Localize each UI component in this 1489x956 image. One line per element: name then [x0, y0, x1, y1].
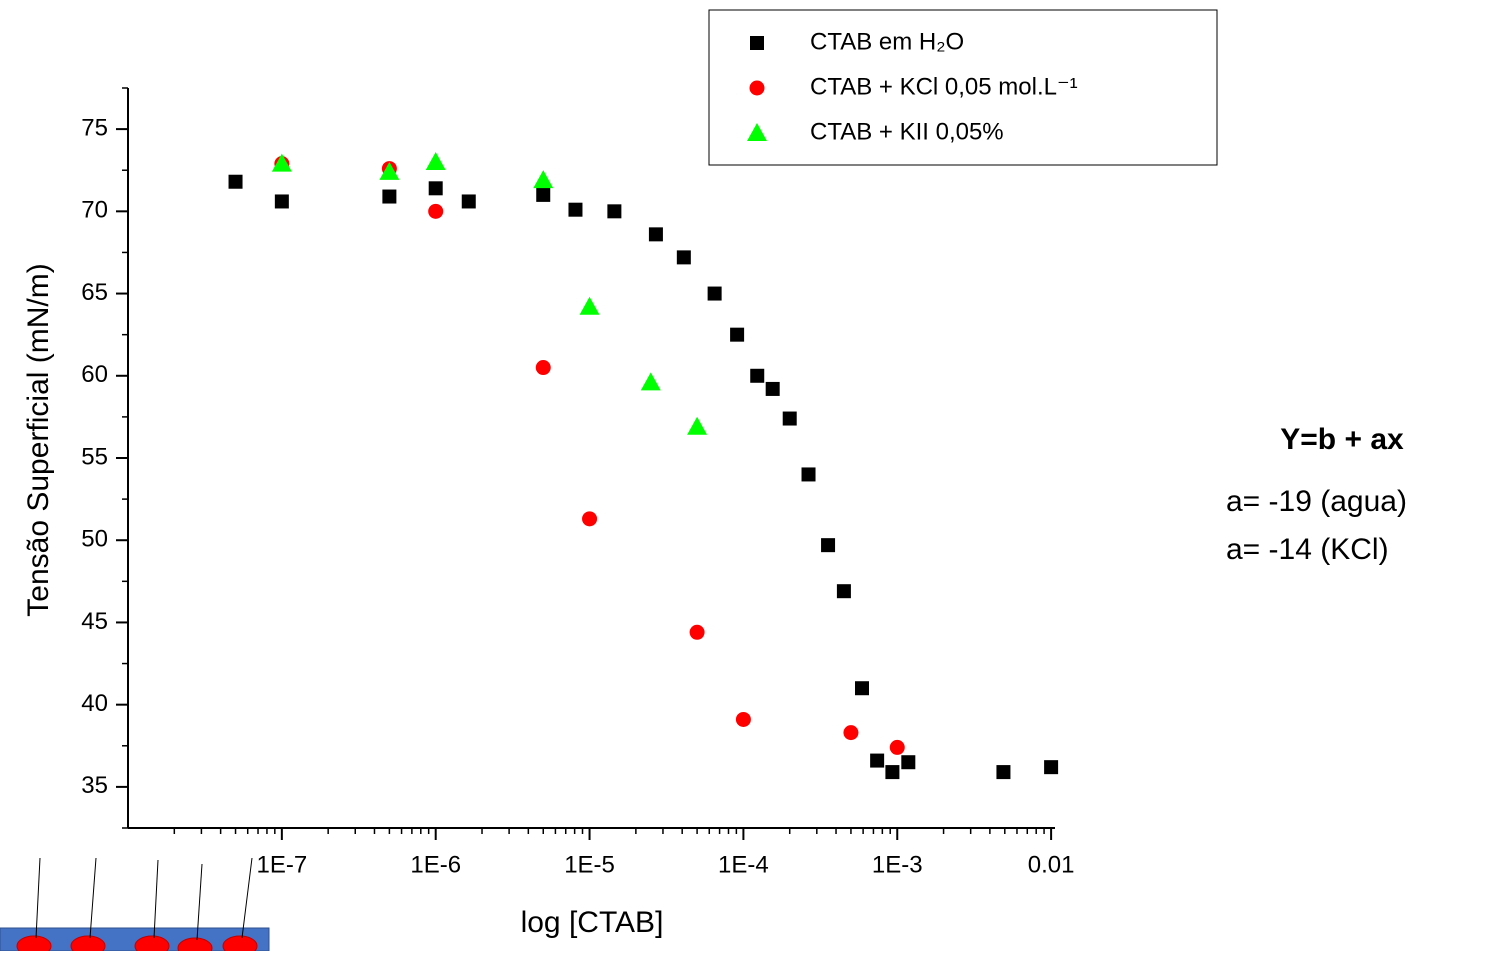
marker-square: [676, 250, 691, 265]
marker-triangle: [687, 416, 708, 435]
marker-circle: [735, 711, 751, 727]
marker-square: [461, 194, 476, 209]
marker-square: [782, 411, 797, 426]
marker-square: [536, 187, 551, 202]
marker-square: [885, 765, 900, 780]
marker-square: [274, 194, 289, 209]
marker-square: [855, 681, 870, 696]
marker-triangle: [379, 161, 400, 180]
marker-square: [428, 181, 443, 196]
marker-square: [228, 174, 243, 189]
marker-triangle: [640, 372, 661, 391]
marker-square: [901, 755, 916, 770]
y-tick-label: 35: [81, 772, 108, 799]
marker-triangle: [425, 152, 446, 170]
marker-square: [836, 584, 851, 599]
x-tick-label: 0.01: [1028, 851, 1075, 878]
marker-triangle: [747, 123, 767, 141]
x-tick-label: 1E-6: [410, 851, 461, 878]
marker-triangle: [271, 153, 292, 172]
legend: [708, 9, 1218, 166]
x-tick-label: 1E-5: [564, 851, 615, 878]
micelle-tails: [35, 857, 253, 941]
y-tick-label: 45: [81, 608, 108, 635]
marker-square: [750, 368, 765, 383]
y-tick-label: 65: [81, 279, 108, 306]
y-tick-label: 75: [81, 114, 108, 141]
marker-square: [996, 765, 1011, 780]
marker-square: [607, 204, 622, 219]
marker-square: [821, 538, 836, 553]
x-axis-label: log [CTAB]: [521, 906, 664, 939]
marker-circle: [889, 739, 905, 755]
marker-triangle: [533, 170, 554, 189]
y-tick-label: 70: [81, 197, 108, 224]
marker-square: [707, 286, 722, 301]
legend-label: CTAB + KCl 0,05 mol.L⁻¹: [810, 73, 1078, 100]
marker-square: [750, 36, 764, 50]
marker-square: [382, 189, 397, 204]
legend-label: CTAB + KII 0,05%: [810, 118, 1004, 145]
marker-square: [730, 327, 745, 342]
annotation: Y=b + ax: [1280, 423, 1404, 456]
marker-square: [648, 227, 663, 242]
marker-square: [765, 381, 780, 396]
marker-circle: [843, 725, 859, 741]
y-tick-label: 55: [81, 443, 108, 470]
marker-circle: [582, 511, 598, 527]
marker-triangle: [579, 296, 600, 315]
marker-circle: [535, 360, 551, 376]
y-axis-label: Tensão Superficial (mN/m): [22, 263, 55, 616]
marker-square: [801, 467, 816, 482]
annotation: a= -14 (KCl): [1226, 533, 1389, 566]
marker-circle: [689, 624, 705, 640]
marker-square: [568, 202, 583, 217]
x-tick-label: 1E-4: [718, 851, 769, 878]
marker-circle: [749, 80, 765, 96]
x-tick-label: 1E-3: [872, 851, 923, 878]
x-tick-label: 1E-7: [256, 851, 307, 878]
y-tick-label: 40: [81, 690, 108, 717]
y-tick-label: 50: [81, 526, 108, 553]
marker-square: [870, 753, 885, 768]
annotation: a= -19 (agua): [1226, 485, 1407, 518]
marker-circle: [428, 203, 444, 219]
marker-square: [1044, 760, 1059, 775]
y-tick-label: 60: [81, 361, 108, 388]
legend-label: CTAB em H₂O: [810, 28, 964, 55]
